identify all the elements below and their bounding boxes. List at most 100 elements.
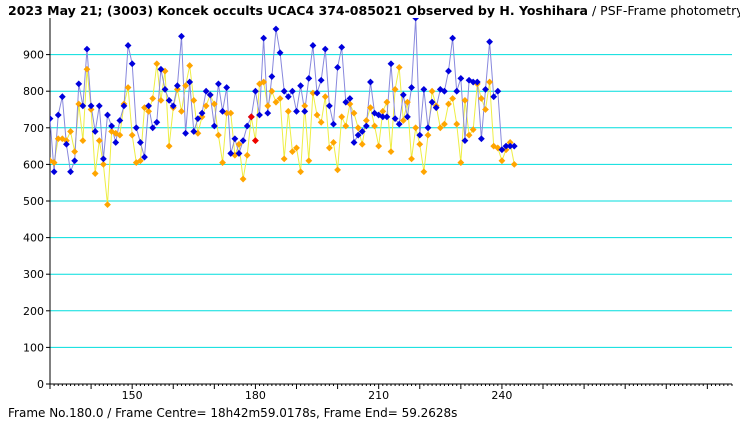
- data-point-comparison-184: [268, 87, 276, 95]
- data-point-comparison-194: [309, 89, 317, 97]
- data-point-comparison-154: [145, 107, 153, 115]
- data-point-target-242: [506, 142, 514, 150]
- data-point-comparison-139: [83, 65, 91, 73]
- y-tick-label-900: 900: [23, 49, 44, 62]
- data-point-target-158: [161, 85, 169, 93]
- data-point-comparison-138: [79, 137, 87, 145]
- data-point-target-133: [58, 93, 66, 101]
- data-point-comparison-168: [202, 102, 210, 110]
- data-point-target-160: [169, 102, 177, 110]
- data-point-comparison-134: [63, 137, 70, 145]
- data-point-comparison-151: [132, 159, 140, 166]
- data-point-target-138: [79, 102, 87, 110]
- data-point-target-175: [231, 135, 239, 143]
- data-point-target-157: [157, 65, 165, 73]
- data-point-comparison-239: [494, 144, 502, 152]
- data-point-target-221: [420, 85, 428, 93]
- data-point-target-146: [112, 139, 120, 146]
- data-point-target-196: [317, 76, 325, 84]
- data-point-comparison-127: [34, 102, 41, 109]
- data-point-target-190: [293, 107, 300, 115]
- data-point-comparison-229: [453, 120, 461, 128]
- data-point-comparison-174: [227, 109, 235, 117]
- data-point-comparison-207: [362, 117, 370, 124]
- data-point-comparison-210: [375, 142, 383, 150]
- data-point-target-237: [486, 38, 494, 46]
- data-point-comparison-173: [223, 109, 231, 117]
- y-tick-label-800: 800: [23, 85, 44, 98]
- data-point-comparison-149: [124, 84, 132, 91]
- y-tick-label-600: 600: [23, 158, 44, 171]
- frame-info-footer: Frame No.180.0 / Frame Centre= 18h42m59.…: [8, 406, 457, 420]
- data-point-target-207: [362, 122, 370, 130]
- data-point-target-144: [104, 111, 111, 119]
- y-tick-label-100: 100: [23, 341, 44, 354]
- data-point-comparison-143: [100, 161, 107, 168]
- data-point-target-177: [239, 137, 247, 145]
- series-line-target: [50, 18, 515, 174]
- data-point-comparison-198: [325, 144, 333, 152]
- data-point-comparison-201: [338, 113, 346, 121]
- data-point-target-208: [367, 78, 374, 86]
- data-point-comparison-159: [165, 142, 173, 150]
- data-point-comparison-208: [367, 104, 374, 112]
- data-point-comparison-155: [149, 95, 157, 102]
- data-point-comparison-136: [71, 148, 79, 155]
- data-point-target-153: [141, 153, 148, 161]
- data-point-target-243: [510, 142, 518, 150]
- data-point-comparison-137: [75, 100, 83, 108]
- data-point-comparison-158: [161, 67, 169, 75]
- x-tick-label-240: 240: [491, 389, 512, 402]
- data-point-target-170: [210, 122, 218, 130]
- data-point-comparison-218: [408, 155, 415, 163]
- data-point-comparison-188: [284, 107, 292, 115]
- data-point-target-178: [243, 122, 251, 130]
- data-point-target-152: [136, 139, 144, 146]
- data-point-comparison-231: [461, 96, 469, 104]
- data-point-comparison-167: [198, 113, 206, 121]
- data-point-comparison-230: [457, 159, 465, 166]
- data-point-comparison-215: [395, 64, 403, 71]
- highlight-point-0: [247, 113, 255, 121]
- data-point-target-171: [215, 80, 222, 88]
- y-tick-label-700: 700: [23, 122, 44, 135]
- y-tick-label-200: 200: [23, 305, 44, 318]
- data-point-comparison-192: [301, 102, 309, 110]
- y-tick-label-0: 0: [37, 378, 44, 391]
- data-point-target-220: [416, 131, 424, 139]
- data-point-comparison-232: [465, 131, 473, 139]
- data-point-target-236: [482, 85, 489, 93]
- data-point-comparison-196: [317, 118, 325, 126]
- data-point-comparison-189: [288, 148, 296, 155]
- data-point-comparison-242: [506, 139, 514, 146]
- data-point-comparison-205: [354, 124, 362, 132]
- data-point-comparison-163: [182, 82, 189, 90]
- data-point-target-216: [399, 91, 407, 99]
- data-point-comparison-193: [305, 157, 313, 165]
- data-point-comparison-216: [399, 117, 407, 124]
- data-point-comparison-140: [87, 106, 95, 113]
- data-point-comparison-172: [219, 159, 226, 166]
- data-point-target-191: [297, 82, 305, 90]
- data-point-comparison-186: [276, 95, 284, 102]
- data-point-comparison-164: [186, 62, 194, 69]
- data-point-target-235: [477, 135, 485, 143]
- data-point-target-214: [391, 115, 399, 123]
- axes: [46, 18, 733, 389]
- data-point-target-226: [441, 87, 448, 95]
- data-point-target-169: [206, 91, 214, 99]
- y-tick-label-400: 400: [23, 232, 44, 245]
- data-point-target-142: [95, 102, 103, 110]
- grid-lines: [50, 54, 732, 348]
- data-point-target-136: [71, 157, 79, 165]
- data-point-target-137: [75, 80, 83, 88]
- data-point-comparison-214: [391, 85, 399, 93]
- data-point-comparison-128: [38, 143, 45, 150]
- data-point-comparison-142: [95, 137, 103, 145]
- data-point-comparison-199: [330, 139, 337, 146]
- data-point-comparison-156: [153, 60, 161, 68]
- data-point-target-174: [227, 150, 235, 157]
- data-point-target-205: [354, 131, 362, 139]
- data-point-comparison-197: [321, 93, 329, 101]
